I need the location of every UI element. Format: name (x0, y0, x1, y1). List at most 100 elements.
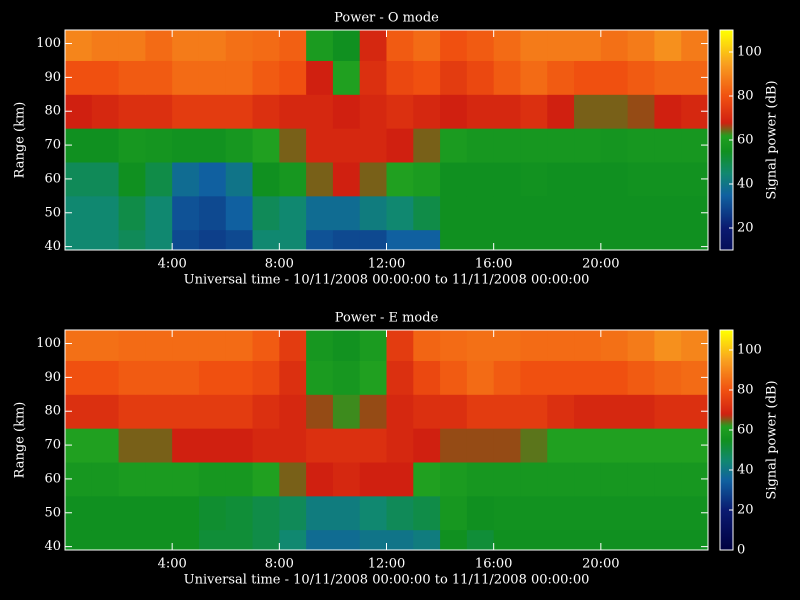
colorbar-step (720, 184, 733, 187)
colorbar-step (720, 406, 733, 409)
colorbar-step (720, 408, 733, 411)
heat-cell (332, 30, 361, 61)
heat-cell (225, 128, 254, 163)
colorbar-step (720, 62, 733, 65)
heat-cell (332, 94, 361, 129)
colorbar-step (720, 436, 733, 439)
colorbar-step (720, 470, 733, 473)
heat-cell (279, 162, 307, 197)
heat-cell (306, 428, 334, 463)
heat-cell (440, 128, 468, 163)
heat-cell (332, 60, 361, 95)
colorbar-step (720, 58, 733, 61)
heat-cell (386, 195, 414, 231)
y-tick-label: 100 (36, 36, 61, 51)
chart-title: Power - O mode (334, 11, 439, 26)
heat-cell (225, 394, 254, 429)
colorbar-step (720, 424, 733, 427)
heat-cell (627, 428, 655, 463)
heat-cell (654, 360, 682, 395)
colorbar-step (720, 236, 733, 239)
colorbar-step (720, 176, 733, 179)
colorbar-step (720, 496, 733, 499)
colorbar-step (720, 248, 733, 251)
colorbar-step (720, 168, 733, 171)
heat-cell (627, 462, 655, 497)
heat-cell (654, 428, 682, 463)
heat-cell (574, 229, 602, 251)
colorbar-step (720, 70, 733, 73)
heat-cell (493, 94, 521, 129)
heat-cell (654, 229, 682, 251)
colorbar-step (720, 162, 733, 165)
colorbar-step (720, 206, 733, 209)
colorbar-step (720, 336, 733, 339)
heat-cell (520, 394, 548, 429)
colorbar-step (720, 94, 733, 97)
colorbar-step (720, 466, 733, 469)
colorbar-step (720, 332, 733, 335)
colorbar-step (720, 514, 733, 517)
colorbar-step (720, 80, 733, 83)
colorbar-step (720, 148, 733, 151)
heat-cell (332, 330, 361, 361)
heat-cell (332, 360, 361, 395)
heat-cell (306, 495, 334, 531)
heat-cell (359, 30, 387, 61)
heat-cell (440, 229, 468, 251)
heat-cell (145, 229, 173, 251)
colorbar-step (720, 526, 733, 529)
heat-cell (654, 94, 682, 129)
colorbar-step (720, 376, 733, 379)
colorbar-tick-label: 40 (737, 463, 754, 478)
heat-cell (466, 529, 495, 551)
heat-cell (306, 94, 334, 129)
colorbar-step (720, 432, 733, 435)
heat-cell (440, 60, 468, 95)
colorbar-step (720, 170, 733, 173)
heat-cell (91, 162, 120, 197)
colorbar-step (720, 494, 733, 497)
heat-cell (252, 162, 280, 197)
colorbar-step (720, 344, 733, 347)
heat-cell (65, 330, 93, 361)
colorbar-step (720, 438, 733, 441)
colorbar-label: Signal power (dB) (765, 380, 780, 499)
colorbar-step (720, 118, 733, 121)
x-tick-label: 16:00 (475, 257, 512, 272)
heat-cell (440, 30, 468, 61)
heat-cell (386, 60, 414, 95)
heat-cell (332, 394, 361, 429)
heat-cell (252, 30, 280, 61)
colorbar-step (720, 138, 733, 141)
heat-cell (65, 529, 93, 551)
colorbar-step (720, 106, 733, 109)
colorbar-step (720, 108, 733, 111)
heat-cell (574, 394, 602, 429)
heat-cell (225, 428, 254, 463)
colorbar-step (720, 52, 733, 55)
heat-cell (627, 30, 655, 61)
heat-cell (198, 229, 227, 251)
heat-cell (91, 462, 120, 497)
heat-cell (627, 128, 655, 163)
colorbar-step (720, 340, 733, 343)
heat-cell (252, 195, 280, 231)
heat-cell (91, 195, 120, 231)
heat-cell (225, 195, 254, 231)
colorbar-step (720, 134, 733, 137)
heat-cell (493, 529, 521, 551)
heat-cell (386, 30, 414, 61)
heat-cell (225, 462, 254, 497)
colorbar-step (720, 142, 733, 145)
heat-cell (466, 229, 495, 251)
colorbar-step (720, 462, 733, 465)
heat-cell (91, 30, 120, 61)
heat-cell (279, 94, 307, 129)
x-axis-label: Universal time - 10/11/2008 00:00:00 to … (184, 273, 590, 288)
heat-cell (627, 529, 655, 551)
colorbar-step (720, 414, 733, 417)
heat-cell (91, 495, 120, 531)
x-tick-label: 8:00 (265, 557, 294, 572)
heat-cell (520, 195, 548, 231)
